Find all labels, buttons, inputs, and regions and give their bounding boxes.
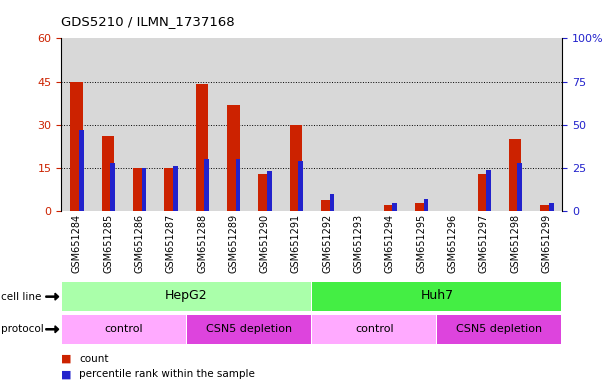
Bar xyxy=(343,38,375,211)
Text: GDS5210 / ILMN_1737168: GDS5210 / ILMN_1737168 xyxy=(61,15,235,28)
Text: control: control xyxy=(104,324,143,334)
Bar xyxy=(204,159,209,211)
Text: ■: ■ xyxy=(61,354,71,364)
Text: protocol: protocol xyxy=(1,324,44,334)
Bar xyxy=(290,125,302,211)
Bar xyxy=(61,38,92,211)
Bar xyxy=(392,203,397,211)
Bar xyxy=(312,38,343,211)
Text: HepG2: HepG2 xyxy=(165,290,208,303)
Text: count: count xyxy=(79,354,109,364)
Bar xyxy=(79,130,84,211)
Bar xyxy=(437,314,562,344)
Bar xyxy=(540,205,553,211)
Bar xyxy=(321,200,334,211)
Bar xyxy=(267,171,272,211)
Bar xyxy=(227,105,240,211)
Bar xyxy=(62,314,186,344)
Bar xyxy=(298,161,303,211)
Bar xyxy=(437,38,468,211)
Bar xyxy=(312,314,436,344)
Bar xyxy=(102,136,114,211)
Bar xyxy=(142,168,147,211)
Bar xyxy=(280,38,312,211)
Bar xyxy=(258,174,271,211)
Bar xyxy=(500,38,531,211)
Bar xyxy=(509,139,521,211)
Bar xyxy=(249,38,280,211)
Text: cell line: cell line xyxy=(1,291,42,302)
Bar xyxy=(173,166,178,211)
Bar xyxy=(196,84,208,211)
Bar xyxy=(218,38,249,211)
Bar xyxy=(236,159,240,211)
Text: CSN5 depletion: CSN5 depletion xyxy=(456,324,543,334)
Bar xyxy=(62,282,311,311)
Bar xyxy=(415,203,428,211)
Bar xyxy=(186,38,218,211)
Text: control: control xyxy=(355,324,393,334)
Bar xyxy=(155,38,186,211)
Bar xyxy=(123,38,155,211)
Bar xyxy=(423,199,428,211)
Bar xyxy=(384,205,396,211)
Bar xyxy=(70,82,83,211)
Text: CSN5 depletion: CSN5 depletion xyxy=(206,324,292,334)
Bar xyxy=(468,38,500,211)
Bar xyxy=(92,38,123,211)
Bar xyxy=(312,282,562,311)
Text: percentile rank within the sample: percentile rank within the sample xyxy=(79,369,255,379)
Text: Huh7: Huh7 xyxy=(420,290,453,303)
Text: ■: ■ xyxy=(61,369,71,379)
Bar xyxy=(111,163,115,211)
Bar xyxy=(374,38,406,211)
Bar xyxy=(133,168,145,211)
Bar xyxy=(486,170,491,211)
Bar xyxy=(549,203,554,211)
Bar xyxy=(406,38,437,211)
Bar xyxy=(164,168,177,211)
Bar xyxy=(329,194,334,211)
Bar xyxy=(478,174,490,211)
Bar xyxy=(518,163,522,211)
Bar xyxy=(531,38,562,211)
Bar xyxy=(187,314,311,344)
